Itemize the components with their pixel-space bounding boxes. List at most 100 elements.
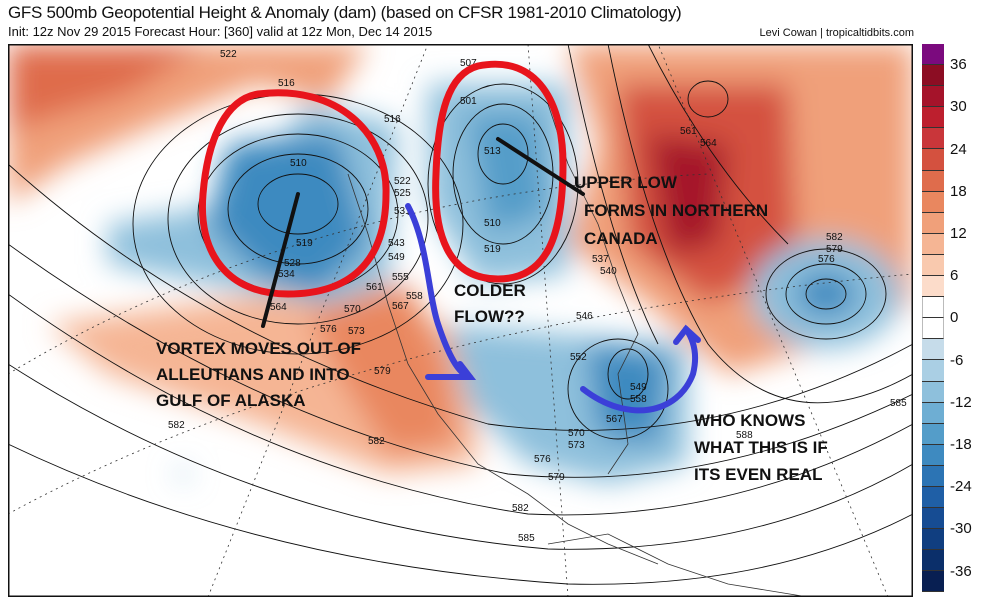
annotation-who-knows-line1: WHO KNOWS (694, 411, 805, 430)
anomaly-shading (8, 44, 913, 484)
colorbar-label: -12 (950, 393, 972, 411)
weather-map: 522 516 510 519 528 534 564 576 570 573 … (8, 44, 913, 597)
colorbar-swatch (922, 128, 944, 150)
colorbar-swatch (922, 149, 944, 171)
annotation-who-knows-line3: ITS EVEN REAL (694, 465, 822, 484)
colorbar-swatch (922, 191, 944, 213)
svg-text:522: 522 (394, 176, 411, 187)
annotation-upper-low-line3: CANADA (584, 229, 658, 248)
colorbar-swatch (922, 44, 944, 66)
colorbar-swatch (922, 297, 944, 319)
colorbar-label: -36 (950, 562, 972, 580)
annotation-upper-low-line2: FORMS IN NORTHERN (584, 201, 768, 220)
svg-text:576: 576 (320, 324, 337, 335)
svg-text:540: 540 (600, 266, 617, 277)
svg-text:528: 528 (284, 258, 301, 269)
colorbar-swatch (922, 107, 944, 129)
colorbar-swatch (922, 233, 944, 255)
colorbar-swatch (922, 212, 944, 234)
svg-text:525: 525 (394, 188, 411, 199)
map-subtitle: Init: 12z Nov 29 2015 Forecast Hour: [36… (8, 24, 433, 39)
colorbar-label: -30 (950, 520, 972, 538)
colorbar (922, 44, 944, 593)
annotation-vortex-line3: GULF OF ALASKA (156, 391, 306, 410)
svg-text:588: 588 (736, 430, 753, 441)
colorbar-label: 0 (950, 309, 959, 327)
colorbar-swatch (922, 254, 944, 277)
colorbar-swatch (922, 402, 944, 424)
colorbar-label: -6 (950, 351, 964, 369)
svg-text:558: 558 (630, 394, 647, 405)
colorbar-swatch (922, 276, 944, 298)
coastlines (347, 103, 809, 597)
colorbar-swatch (922, 465, 944, 487)
colorbar-swatch (922, 486, 944, 509)
colorbar-label: 6 (950, 267, 959, 285)
svg-text:567: 567 (392, 301, 409, 312)
annotation-upper-low-line1: UPPER LOW (574, 173, 678, 192)
svg-text:555: 555 (392, 272, 409, 283)
svg-text:543: 543 (388, 238, 405, 249)
svg-text:564: 564 (700, 138, 717, 149)
red-circle-vortex (198, 89, 390, 298)
svg-text:516: 516 (278, 78, 295, 89)
colorbar-swatch (922, 444, 944, 466)
colorbar-swatch (922, 170, 944, 192)
svg-text:576: 576 (534, 454, 551, 465)
svg-text:582: 582 (368, 436, 385, 447)
svg-text:564: 564 (270, 302, 287, 313)
annotation-vortex-line1: VORTEX MOVES OUT OF (156, 339, 361, 358)
colorbar-swatch (922, 65, 944, 87)
svg-text:531: 531 (394, 206, 411, 217)
svg-text:558: 558 (406, 291, 423, 302)
colorbar-swatch (922, 571, 944, 593)
svg-text:573: 573 (348, 326, 365, 337)
svg-text:534: 534 (278, 269, 295, 280)
svg-text:585: 585 (890, 398, 907, 409)
svg-text:570: 570 (344, 304, 361, 315)
svg-text:549: 549 (388, 252, 405, 263)
colorbar-label: -18 (950, 435, 972, 453)
colorbar-swatch (922, 529, 944, 551)
svg-text:516: 516 (384, 114, 401, 125)
svg-text:510: 510 (484, 218, 501, 229)
svg-text:513: 513 (484, 146, 501, 157)
svg-text:570: 570 (568, 428, 585, 439)
svg-text:501: 501 (460, 96, 477, 107)
colorbar-swatch (922, 360, 944, 382)
svg-text:582: 582 (512, 503, 529, 514)
colorbar-swatch (922, 318, 944, 340)
annotation-colder-line1: COLDER (454, 281, 526, 300)
colorbar-swatch (922, 550, 944, 572)
annotation-colder-line2: FLOW?? (454, 307, 525, 326)
svg-text:561: 561 (680, 126, 697, 137)
svg-text:510: 510 (290, 158, 307, 169)
svg-text:567: 567 (606, 414, 623, 425)
svg-text:579: 579 (826, 244, 843, 255)
colorbar-swatch (922, 339, 944, 361)
svg-text:582: 582 (168, 420, 185, 431)
annotation-vortex-line2: ALLEUTIANS AND INTO (156, 365, 350, 384)
svg-text:582: 582 (826, 232, 843, 243)
colorbar-label: 12 (950, 224, 967, 242)
colorbar-swatch (922, 423, 944, 445)
svg-text:561: 561 (366, 282, 383, 293)
graticule (8, 44, 913, 597)
svg-text:519: 519 (484, 244, 501, 255)
colorbar-label: -24 (950, 478, 972, 496)
svg-text:537: 537 (592, 254, 609, 265)
colorbar-label: 24 (950, 140, 967, 158)
colorbar-label: 36 (950, 56, 967, 74)
svg-text:546: 546 (576, 311, 593, 322)
annotation-who-knows-line2: WHAT THIS IS IF (694, 438, 828, 457)
blue-arrow-east-low (580, 326, 698, 414)
svg-text:507: 507 (460, 58, 477, 69)
colorbar-label: 30 (950, 98, 967, 116)
colorbar-label: 18 (950, 182, 967, 200)
map-title: GFS 500mb Geopotential Height & Anomaly … (8, 3, 682, 22)
pointer-line-vortex (261, 192, 300, 328)
colorbar-swatch (922, 381, 944, 403)
pointer-line-upper-low (496, 137, 585, 196)
blue-arrow-colder-flow (405, 203, 473, 380)
svg-text:549: 549 (630, 382, 647, 393)
